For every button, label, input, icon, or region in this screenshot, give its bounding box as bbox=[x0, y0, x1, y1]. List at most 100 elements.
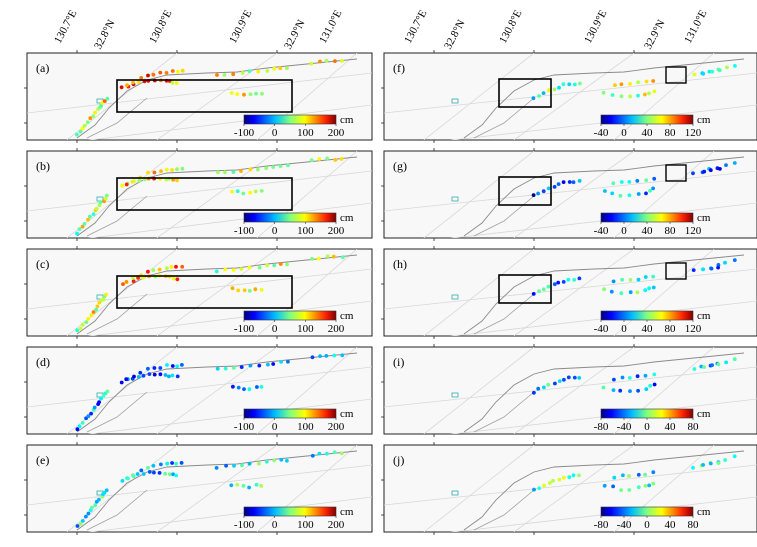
graticule-line bbox=[449, 104, 757, 140]
observation-point bbox=[702, 169, 707, 174]
observation-point bbox=[101, 394, 106, 398]
colorbar-tick-label: -40 bbox=[617, 519, 632, 531]
observation-point bbox=[254, 482, 259, 487]
fault-branch bbox=[86, 489, 148, 531]
observation-point bbox=[231, 170, 236, 174]
observation-point bbox=[247, 289, 252, 293]
observation-point bbox=[636, 93, 640, 98]
observation-point bbox=[602, 483, 607, 488]
observation-point bbox=[272, 263, 277, 268]
observation-point bbox=[158, 70, 163, 75]
colorbar-unit: cm bbox=[697, 506, 711, 518]
observation-point bbox=[97, 300, 102, 305]
observation-point bbox=[542, 385, 546, 390]
observation-point bbox=[546, 382, 551, 387]
observation-point bbox=[165, 266, 169, 271]
panel-frame bbox=[26, 150, 373, 239]
colorbar bbox=[600, 114, 694, 125]
observation-point bbox=[131, 473, 135, 478]
colorbar-tick-label: 120 bbox=[685, 127, 702, 139]
colorbar-tick-label: 100 bbox=[297, 519, 314, 531]
map-panel: (c) cm -100 0 100 200 bbox=[24, 246, 373, 339]
observation-point bbox=[97, 203, 102, 207]
observation-point bbox=[80, 420, 85, 425]
zoom-box bbox=[116, 275, 293, 309]
observation-point bbox=[170, 373, 175, 378]
colorbar-tick-label: 100 bbox=[297, 225, 314, 237]
observation-point bbox=[170, 364, 175, 368]
observation-point bbox=[131, 80, 135, 85]
graticule-line bbox=[256, 445, 358, 532]
fault-trace bbox=[76, 450, 358, 531]
map-panel: (i) cm -80 -40 0 40 80 bbox=[381, 344, 757, 437]
observation-point bbox=[214, 466, 219, 470]
graticule-line bbox=[27, 268, 372, 310]
observation-point bbox=[99, 396, 103, 401]
observation-point bbox=[170, 81, 175, 85]
observation-point bbox=[644, 79, 649, 84]
observation-point bbox=[286, 163, 290, 168]
colorbar-tick-label: -80 bbox=[594, 421, 609, 433]
observation-point bbox=[561, 280, 566, 284]
observation-point bbox=[119, 85, 124, 90]
panel-label: (a) bbox=[36, 61, 49, 75]
panel-frame bbox=[26, 52, 373, 141]
observation-point bbox=[643, 373, 648, 378]
graticule-line bbox=[87, 496, 372, 532]
graticule-line bbox=[156, 53, 278, 140]
graticule-line bbox=[27, 72, 372, 114]
observation-point bbox=[551, 478, 555, 483]
observation-point bbox=[561, 82, 566, 87]
panel-frame bbox=[383, 52, 757, 141]
observation-point bbox=[648, 383, 653, 388]
map-panel: (a) cm -100 0 100 200 bbox=[24, 50, 373, 143]
observation-point bbox=[310, 355, 315, 360]
colorbar-tick-label: 80 bbox=[688, 519, 700, 531]
observation-point bbox=[95, 304, 100, 309]
fault-trace bbox=[463, 156, 745, 237]
coordinate-label: 130.8°E bbox=[497, 8, 525, 46]
station-marker bbox=[451, 98, 459, 104]
observation-point bbox=[248, 167, 253, 172]
observation-point bbox=[724, 360, 728, 365]
observation-point bbox=[169, 265, 174, 269]
colorbar bbox=[243, 506, 337, 517]
observation-point bbox=[618, 388, 623, 393]
observation-point bbox=[272, 458, 277, 463]
map-panel: (g) cm -40 0 40 80 120 bbox=[381, 148, 757, 241]
observation-point bbox=[627, 488, 632, 492]
graticule-line bbox=[513, 347, 635, 434]
observation-point bbox=[708, 461, 713, 466]
observation-point bbox=[644, 178, 649, 183]
observation-point bbox=[340, 353, 345, 358]
observation-point bbox=[643, 288, 648, 293]
observation-point bbox=[537, 94, 541, 98]
panel-label: (b) bbox=[36, 159, 50, 173]
graticule-line bbox=[384, 72, 757, 114]
observation-point bbox=[643, 484, 648, 488]
fault-branch bbox=[473, 391, 535, 433]
observation-point bbox=[157, 267, 162, 272]
observation-point bbox=[259, 484, 264, 488]
zoom-box bbox=[498, 176, 552, 206]
colorbar-tick-label: -100 bbox=[234, 225, 255, 237]
colorbar-tick-label: 120 bbox=[685, 225, 702, 237]
observation-point bbox=[260, 91, 264, 96]
observation-point bbox=[265, 69, 270, 73]
observation-point bbox=[152, 470, 156, 475]
observation-point bbox=[75, 231, 79, 236]
observation-point bbox=[318, 59, 322, 64]
observation-point bbox=[141, 373, 146, 378]
observation-point bbox=[256, 167, 260, 172]
observation-point bbox=[136, 79, 141, 84]
observation-point bbox=[546, 88, 551, 93]
fault-branch bbox=[86, 391, 148, 433]
observation-point bbox=[324, 354, 329, 358]
zoom-box bbox=[498, 274, 552, 304]
graticule-line bbox=[256, 347, 358, 434]
graticule-line bbox=[384, 464, 757, 506]
colorbar-tick-label: 80 bbox=[665, 225, 677, 237]
observation-point bbox=[248, 92, 253, 97]
observation-point bbox=[104, 193, 109, 198]
